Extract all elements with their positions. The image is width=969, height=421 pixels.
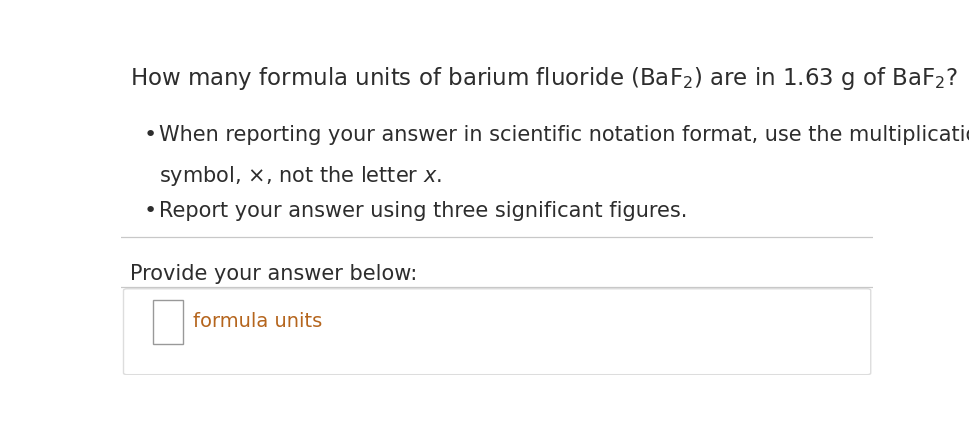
Text: Report your answer using three significant figures.: Report your answer using three significa… — [159, 201, 686, 221]
Text: •: • — [143, 201, 157, 221]
Text: symbol, ×, not the letter $\mathit{x}$.: symbol, ×, not the letter $\mathit{x}$. — [159, 164, 441, 188]
Text: When reporting your answer in scientific notation format, use the multiplication: When reporting your answer in scientific… — [159, 125, 969, 145]
FancyBboxPatch shape — [123, 289, 870, 375]
Text: formula units: formula units — [193, 312, 323, 331]
Text: •: • — [143, 125, 157, 145]
Text: Provide your answer below:: Provide your answer below: — [130, 264, 417, 285]
FancyBboxPatch shape — [153, 300, 183, 344]
Text: How many formula units of barium fluoride (BaF$_2$) are in 1.63 g of BaF$_2$?: How many formula units of barium fluorid… — [130, 65, 957, 92]
